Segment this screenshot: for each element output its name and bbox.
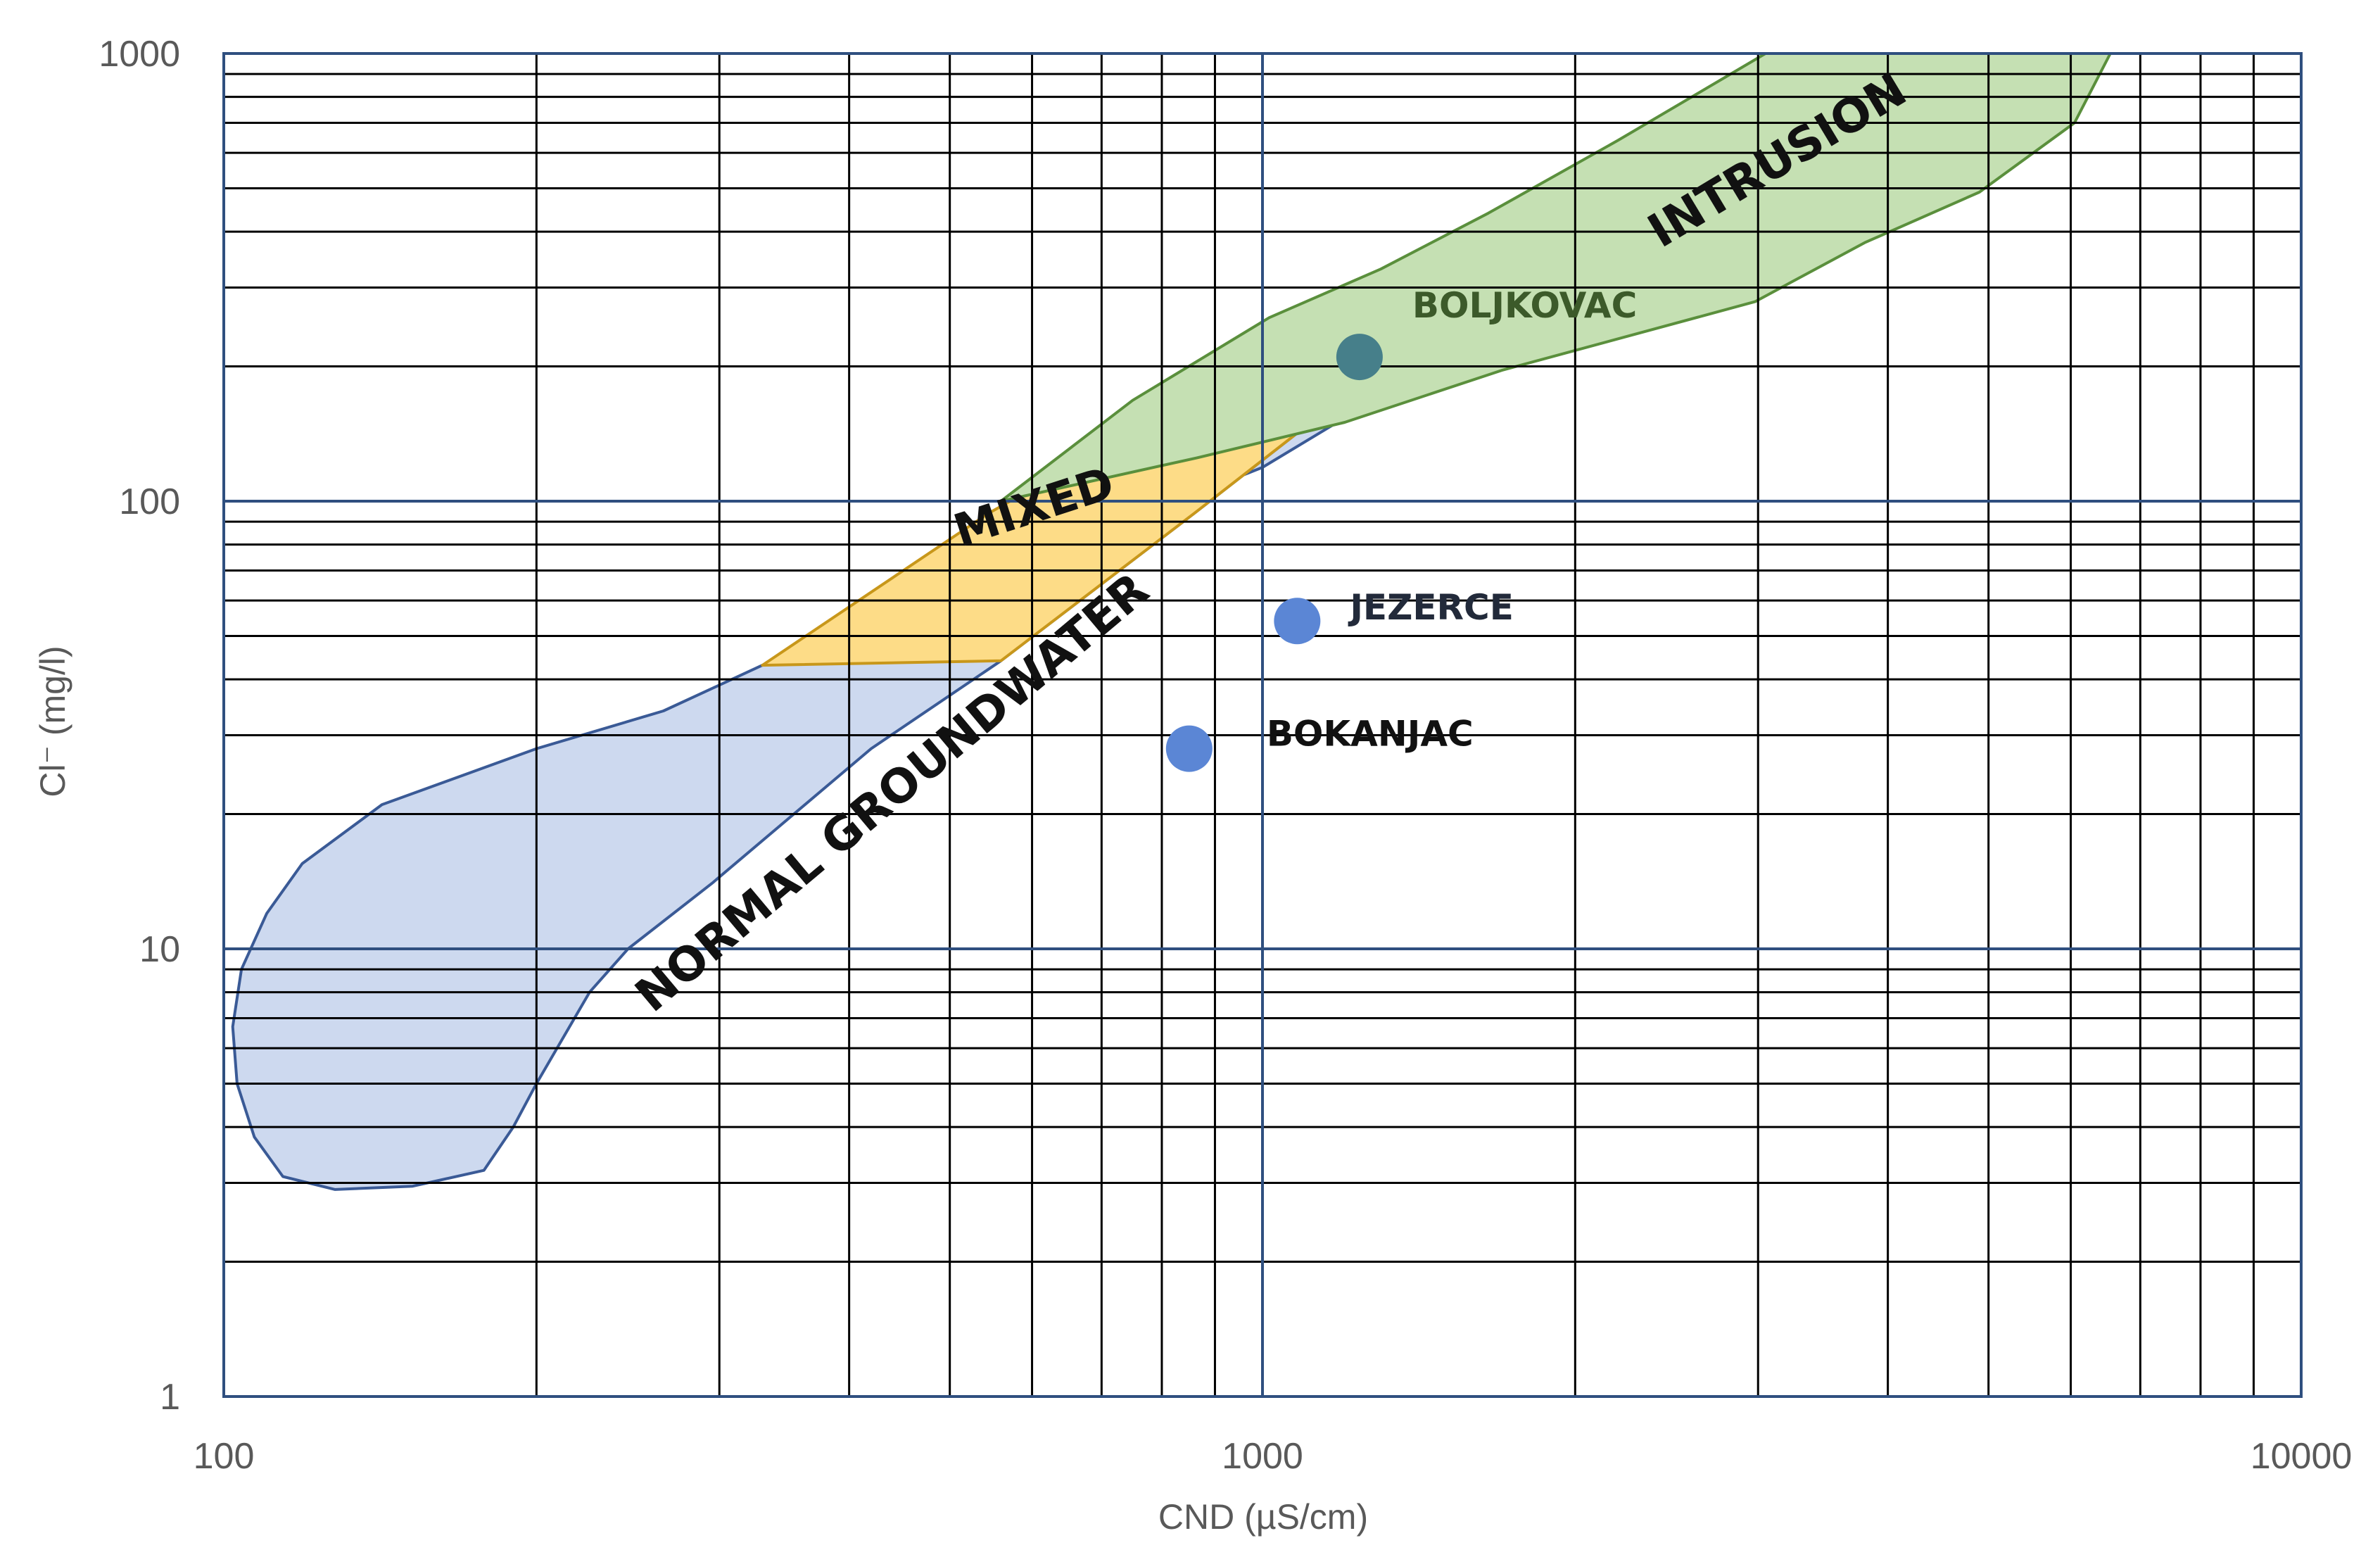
data-label-jezerce: JEZERCE (1348, 587, 1514, 628)
region-intrusion (999, 52, 2112, 503)
y-tick-label: 1 (160, 1377, 180, 1418)
y-tick-label: 100 (119, 481, 180, 522)
data-point-bokanjac (1165, 725, 1213, 772)
x-tick-label: 1000 (1222, 1436, 1303, 1477)
data-point-boljkovac (1336, 334, 1383, 381)
data-points: BOLJKOVAC JEZERCE BOKANJAC (1165, 285, 1637, 772)
grid-lines (222, 52, 2303, 1398)
data-label-boljkovac: BOLJKOVAC (1412, 285, 1637, 326)
data-point-jezerce (1274, 598, 1321, 645)
y-tick-label: 1000 (99, 34, 180, 75)
data-label-bokanjac: BOKANJAC (1267, 714, 1474, 755)
plot-border (222, 52, 2303, 1398)
tick-labels: 100 1000 10000 1 10 100 1000 (99, 34, 2352, 1477)
x-tick-label: 10000 (2251, 1436, 2353, 1477)
x-tick-label: 100 (194, 1436, 255, 1477)
x-axis-title: CND (µS/cm) (1158, 1497, 1368, 1537)
y-tick-label: 10 (139, 929, 180, 970)
y-axis-title: Cl⁻ (mg/l) (33, 645, 72, 797)
